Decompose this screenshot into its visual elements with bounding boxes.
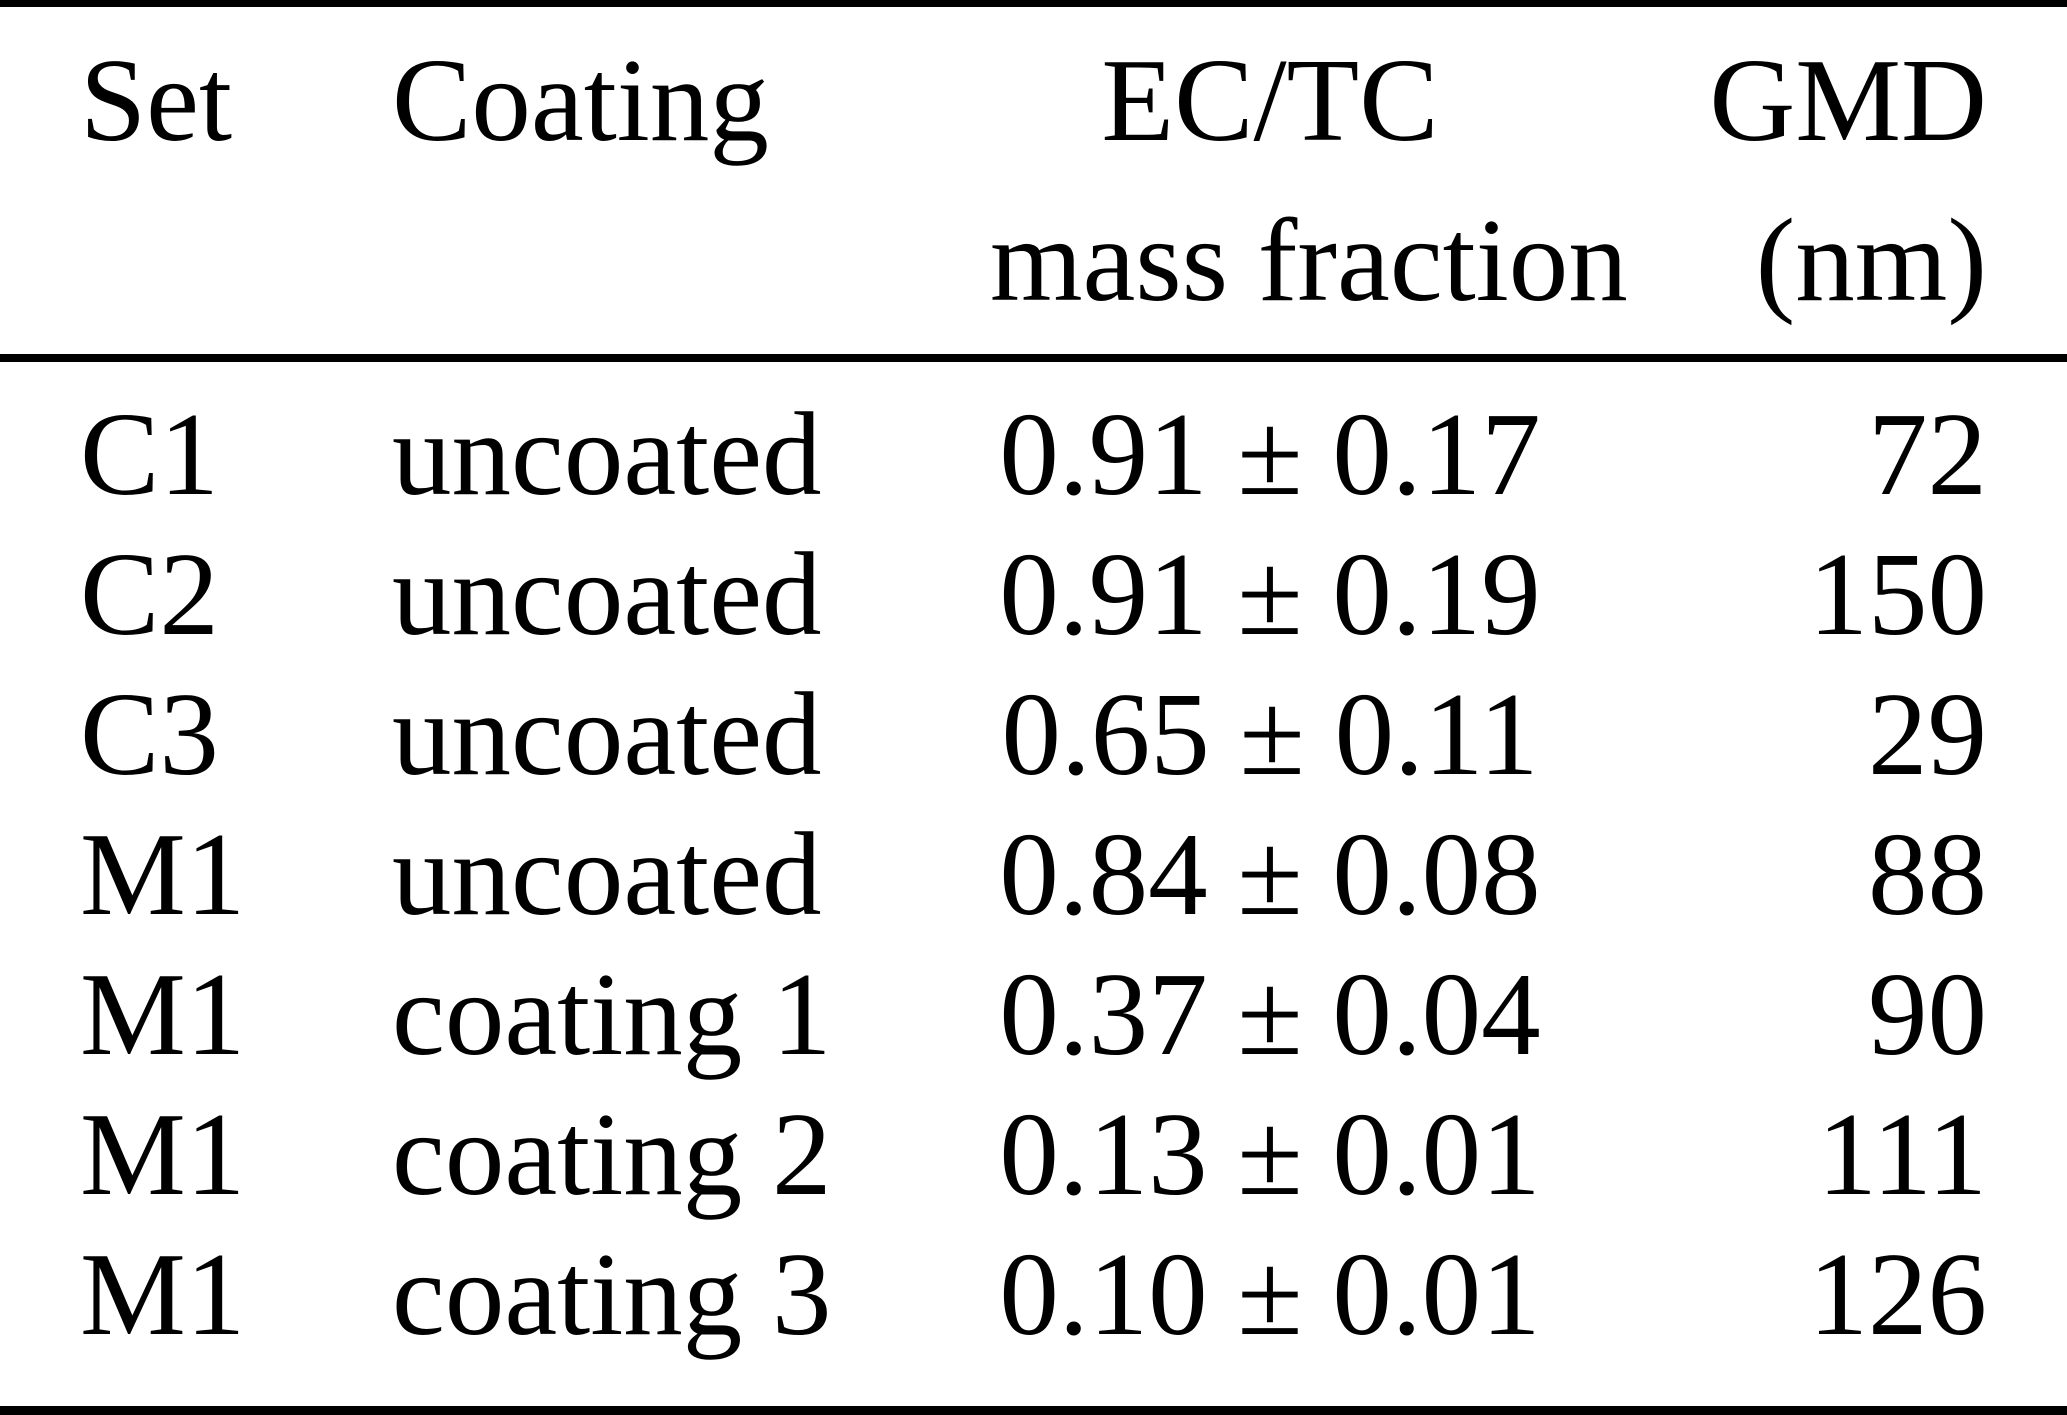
- cell-set: M1: [80, 948, 246, 1080]
- cell-ectc: 0.10 ± 0.01: [999, 1228, 1541, 1360]
- cell-ectc: 0.37 ± 0.04: [999, 948, 1541, 1080]
- table-body: C1 uncoated 0.91 ± 0.17 72 C2 uncoated 0…: [80, 384, 1987, 1364]
- header-gmd: GMD (nm): [1550, 20, 1987, 340]
- cell-coating: coating 1: [392, 948, 832, 1080]
- cell-set: C1: [80, 388, 219, 520]
- cell-coating: coating 2: [392, 1088, 832, 1220]
- header-gmd-line2: (nm): [1755, 194, 1987, 326]
- header-set-line2: [80, 180, 392, 340]
- cell-gmd: 111: [1817, 1088, 1987, 1220]
- cell-gmd: 90: [1868, 948, 1987, 1080]
- header-coating: Coating: [392, 20, 990, 340]
- table-row: C1 uncoated 0.91 ± 0.17 72: [80, 384, 1987, 524]
- header-ectc: EC/TC mass fraction: [990, 20, 1628, 340]
- cell-ectc: 0.91 ± 0.17: [999, 388, 1541, 520]
- table-header-row: Set Coating EC/TC mass fraction GMD (nm): [80, 20, 1987, 340]
- cell-ectc: 0.13 ± 0.01: [999, 1088, 1541, 1220]
- cell-coating: uncoated: [392, 388, 822, 520]
- cell-coating: uncoated: [392, 528, 822, 660]
- header-ectc-line2: mass fraction: [990, 194, 1628, 326]
- header-coating-line2: [392, 180, 990, 340]
- cell-set: M1: [80, 1228, 246, 1360]
- cell-coating: uncoated: [392, 808, 822, 940]
- table-top-rule: [0, 0, 2067, 7]
- cell-gmd: 29: [1868, 668, 1987, 800]
- cell-ectc: 0.65 ± 0.11: [1001, 668, 1539, 800]
- cell-gmd: 150: [1808, 528, 1988, 660]
- header-ectc-line1: EC/TC: [1101, 34, 1439, 166]
- table-row: M1 coating 3 0.10 ± 0.01 126: [80, 1224, 1987, 1364]
- cell-coating: coating 3: [392, 1228, 832, 1360]
- cell-set: M1: [80, 1088, 246, 1220]
- cell-set: C2: [80, 528, 219, 660]
- header-gmd-line1: GMD: [1709, 34, 1987, 166]
- cell-gmd: 72: [1868, 388, 1987, 520]
- table-row: M1 uncoated 0.84 ± 0.08 88: [80, 804, 1987, 944]
- table-row: M1 coating 2 0.13 ± 0.01 111: [80, 1084, 1987, 1224]
- cell-gmd: 88: [1868, 808, 1987, 940]
- cell-gmd: 126: [1808, 1228, 1988, 1360]
- table-bottom-rule: [0, 1406, 2067, 1415]
- cell-ectc: 0.84 ± 0.08: [999, 808, 1541, 940]
- table-row: C2 uncoated 0.91 ± 0.19 150: [80, 524, 1987, 664]
- cell-set: C3: [80, 668, 219, 800]
- cell-coating: uncoated: [392, 668, 822, 800]
- table-row: M1 coating 1 0.37 ± 0.04 90: [80, 944, 1987, 1084]
- header-set: Set: [80, 20, 392, 340]
- cell-ectc: 0.91 ± 0.19: [999, 528, 1541, 660]
- header-set-line1: Set: [80, 34, 233, 166]
- table-mid-rule: [0, 354, 2067, 362]
- table-row: C3 uncoated 0.65 ± 0.11 29: [80, 664, 1987, 804]
- cell-set: M1: [80, 808, 246, 940]
- header-coating-line1: Coating: [392, 34, 769, 166]
